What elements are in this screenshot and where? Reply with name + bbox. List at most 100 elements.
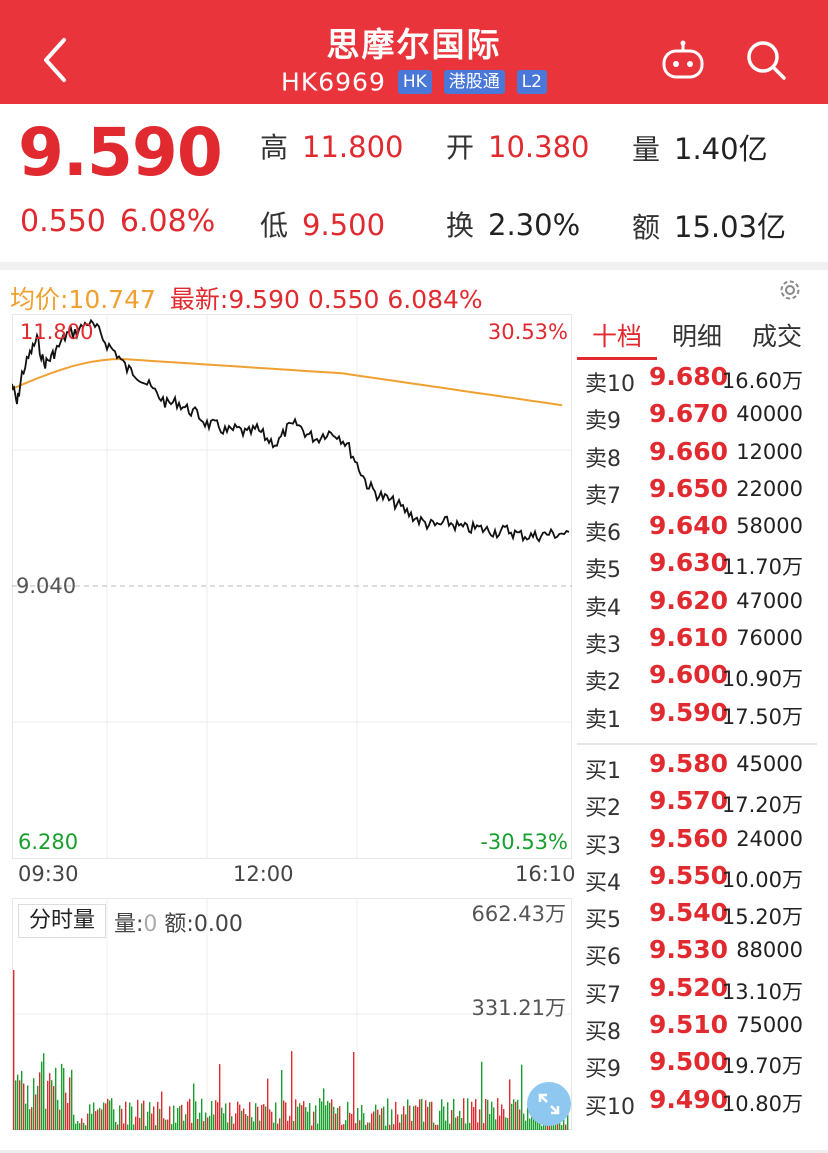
volume-bar bbox=[441, 1099, 443, 1130]
bid-price: 9.550 bbox=[649, 860, 729, 890]
volume-bar bbox=[497, 1098, 499, 1130]
back-button[interactable] bbox=[34, 34, 78, 86]
bid-level: 买4 bbox=[585, 870, 621, 896]
search-icon bbox=[747, 41, 786, 80]
volume-bar bbox=[49, 1073, 51, 1130]
volume-bar bbox=[417, 1107, 419, 1130]
bid-row[interactable]: 买4 9.550 10.00万 bbox=[577, 861, 817, 898]
bid-volume: 19.70万 bbox=[721, 1054, 803, 1079]
volume-bar bbox=[485, 1099, 487, 1130]
volume-bar bbox=[495, 1119, 497, 1130]
volume-bar bbox=[165, 1119, 167, 1130]
volume-bar bbox=[511, 1103, 513, 1130]
volume-bar bbox=[403, 1106, 405, 1130]
volume-mode-button[interactable]: 分时量 bbox=[18, 904, 106, 938]
volume-bar bbox=[61, 1063, 63, 1130]
volume-bar bbox=[245, 1114, 247, 1130]
volume-bar bbox=[293, 1121, 295, 1130]
volume-bar bbox=[97, 1109, 99, 1130]
volume-bar bbox=[91, 1113, 93, 1130]
volume-bar bbox=[79, 1123, 81, 1130]
bid-price: 9.520 bbox=[649, 972, 729, 1002]
volume-bar bbox=[285, 1102, 287, 1130]
ask-row[interactable]: 卖9 9.670 40000 bbox=[577, 399, 817, 436]
bid-volume: 45000 bbox=[736, 752, 803, 776]
bid-row[interactable]: 买3 9.560 24000 bbox=[577, 824, 817, 861]
stat-high: 高 11.800 bbox=[260, 126, 404, 166]
volume-bar bbox=[215, 1100, 217, 1130]
bid-row[interactable]: 买5 9.540 15.20万 bbox=[577, 898, 817, 935]
volume-stat-value: 0 bbox=[143, 912, 158, 937]
volume-bar bbox=[457, 1116, 459, 1130]
volume-bar bbox=[239, 1104, 241, 1130]
volume-bar bbox=[499, 1115, 501, 1130]
ask-row[interactable]: 卖7 9.650 22000 bbox=[577, 474, 817, 511]
volume-bar bbox=[185, 1114, 187, 1130]
ask-volume: 11.70万 bbox=[721, 555, 803, 580]
volume-bar bbox=[563, 1117, 565, 1130]
volume-bar bbox=[213, 1114, 215, 1130]
ask-row[interactable]: 卖10 9.680 16.60万 bbox=[577, 362, 817, 399]
ask-row[interactable]: 卖6 9.640 58000 bbox=[577, 511, 817, 548]
bid-row[interactable]: 买10 9.490 10.80万 bbox=[577, 1085, 817, 1122]
stat-volume-value: 1.40亿 bbox=[674, 132, 768, 166]
ask-price: 9.650 bbox=[649, 473, 729, 503]
stock-code-line: HK6969 HK 港股通 L2 bbox=[0, 66, 828, 97]
volume-bar bbox=[481, 1061, 483, 1130]
volume-bar bbox=[509, 1079, 511, 1130]
volume-bar bbox=[65, 1092, 67, 1130]
volume-bar bbox=[303, 1101, 305, 1130]
ask-volume: 17.50万 bbox=[721, 704, 803, 729]
quote-panel: 9.590 0.550 6.08% 高 11.800 开 10.380 量 1.40亿 … bbox=[0, 104, 828, 262]
volume-bar bbox=[135, 1116, 137, 1130]
ask-row[interactable]: 卖5 9.630 11.70万 bbox=[577, 548, 817, 585]
volume-bar bbox=[385, 1125, 387, 1130]
robot-assistant-button[interactable] bbox=[660, 40, 706, 80]
chart-settings-button[interactable] bbox=[776, 276, 804, 304]
volume-bar bbox=[527, 1107, 529, 1130]
tab-details[interactable]: 明细 bbox=[671, 322, 722, 351]
volume-bar bbox=[345, 1120, 347, 1130]
bid-level: 买3 bbox=[585, 833, 621, 859]
bid-row[interactable]: 买2 9.570 17.20万 bbox=[577, 786, 817, 823]
intraday-chart[interactable]: 11.800 9.040 6.280 30.53% -30.53% bbox=[11, 314, 572, 859]
search-button[interactable] bbox=[744, 38, 788, 82]
bid-row[interactable]: 买8 9.510 75000 bbox=[577, 1010, 817, 1047]
market-tag-hk: HK bbox=[397, 70, 432, 94]
volume-bar bbox=[149, 1102, 151, 1130]
ask-row[interactable]: 卖3 9.610 76000 bbox=[577, 623, 817, 660]
stock-code: HK6969 bbox=[281, 67, 386, 97]
volume-bar bbox=[27, 1085, 29, 1130]
volume-bar bbox=[223, 1113, 225, 1130]
volume-bar bbox=[297, 1106, 299, 1130]
bid-level: 买5 bbox=[585, 908, 621, 934]
bid-row[interactable]: 买7 9.520 13.10万 bbox=[577, 973, 817, 1010]
stat-high-label: 高 bbox=[260, 131, 289, 164]
volume-bar bbox=[265, 1106, 267, 1130]
ask-level: 卖4 bbox=[585, 595, 621, 621]
volume-bar bbox=[251, 1117, 253, 1130]
volume-bar bbox=[489, 1114, 491, 1130]
bid-row[interactable]: 买1 9.580 45000 bbox=[577, 749, 817, 786]
volume-bar bbox=[369, 1122, 371, 1130]
tab-ten-levels[interactable]: 十档 bbox=[577, 318, 657, 360]
volume-bar bbox=[317, 1123, 319, 1130]
fullscreen-button[interactable] bbox=[527, 1082, 571, 1126]
ask-level: 卖3 bbox=[585, 633, 621, 659]
volume-bar bbox=[331, 1099, 333, 1130]
stat-low: 低 9.500 bbox=[260, 204, 385, 244]
bid-price: 9.500 bbox=[649, 1047, 729, 1077]
volume-bar bbox=[433, 1122, 435, 1130]
volume-bar bbox=[87, 1113, 89, 1130]
ask-row[interactable]: 卖2 9.600 10.90万 bbox=[577, 660, 817, 697]
tab-trades[interactable]: 成交 bbox=[751, 322, 802, 351]
bid-row[interactable]: 买9 9.500 19.70万 bbox=[577, 1047, 817, 1084]
volume-bar bbox=[217, 1102, 219, 1130]
volume-bar bbox=[561, 1125, 563, 1130]
ask-row[interactable]: 卖4 9.620 47000 bbox=[577, 586, 817, 623]
amount-stat-label: 额: bbox=[164, 912, 194, 937]
ask-row[interactable]: 卖8 9.660 12000 bbox=[577, 437, 817, 474]
ask-row[interactable]: 卖1 9.590 17.50万 bbox=[577, 698, 817, 735]
bid-row[interactable]: 买6 9.530 88000 bbox=[577, 935, 817, 972]
ask-price: 9.600 bbox=[649, 660, 729, 690]
